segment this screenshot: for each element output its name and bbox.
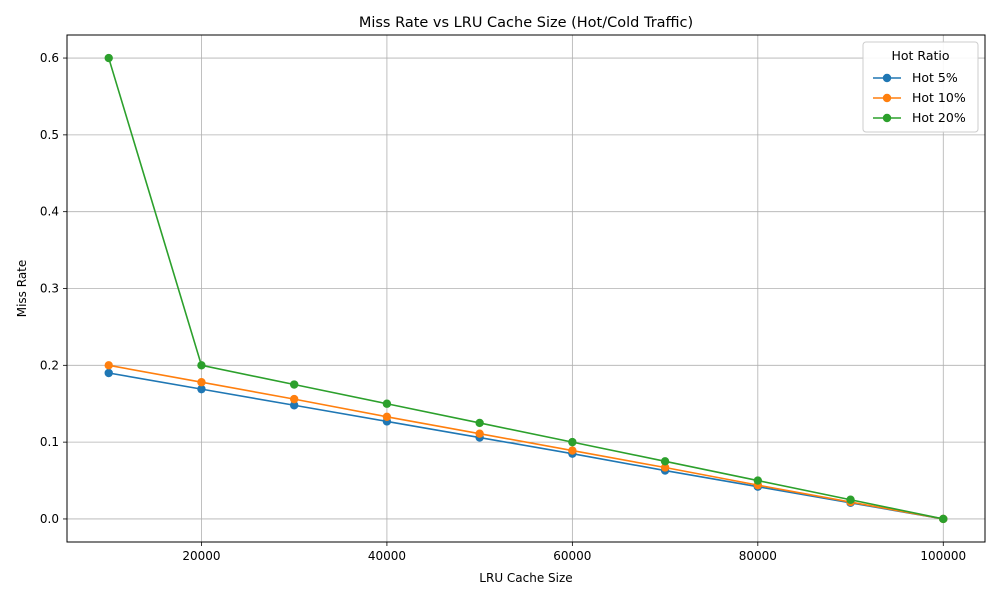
data-point <box>104 53 113 63</box>
data-point <box>568 437 577 447</box>
legend-item: Hot 10% <box>873 90 966 105</box>
y-tick-label: 0.5 <box>40 128 59 142</box>
legend-label: Hot 10% <box>912 90 966 105</box>
data-point <box>289 401 299 410</box>
data-point <box>660 463 670 472</box>
data-point <box>846 495 855 504</box>
series-1 <box>104 368 948 524</box>
legend-item: Hot 5% <box>873 70 958 85</box>
series-line <box>107 57 944 520</box>
y-tick-label: 0.2 <box>40 358 59 372</box>
legend-label: Hot 5% <box>912 70 958 85</box>
x-tick-label: 60000 <box>553 549 591 563</box>
chart-title: Miss Rate vs LRU Cache Size (Hot/Cold Tr… <box>359 15 693 31</box>
data-point <box>104 368 113 378</box>
data-point <box>568 446 577 455</box>
legend-swatch-marker <box>882 93 892 103</box>
y-tick-label: 0.4 <box>40 205 59 219</box>
y-tick-label: 0.6 <box>40 51 59 65</box>
data-point <box>660 457 670 466</box>
x-tick-label: 40000 <box>368 549 406 563</box>
legend-title: Hot Ratio <box>891 48 949 63</box>
data-point <box>475 418 484 428</box>
data-point <box>289 394 299 404</box>
legend-swatch-marker <box>882 73 892 83</box>
data-point <box>382 399 392 408</box>
y-axis-label: Miss Rate <box>15 260 29 318</box>
data-point <box>197 361 206 370</box>
data-point <box>104 361 113 370</box>
y-tick-label: 0.0 <box>40 512 59 526</box>
series-lines <box>104 53 948 524</box>
data-point <box>197 378 206 387</box>
data-point <box>939 514 948 524</box>
data-point <box>197 384 206 394</box>
x-axis-label: LRU Cache Size <box>479 571 572 585</box>
x-tick-label: 100000 <box>920 549 966 563</box>
grid <box>67 35 985 542</box>
legend-item: Hot 20% <box>873 110 966 125</box>
data-point <box>475 429 484 438</box>
legend-label: Hot 20% <box>912 110 966 125</box>
legend-swatch-marker <box>882 113 892 123</box>
axis-ticks: 20000 40000 60000 80000 100000 0.0 0.1 0.2 0.3 0.… <box>40 51 966 563</box>
data-point <box>289 380 299 389</box>
series-line <box>108 372 944 520</box>
series-3 <box>104 53 948 524</box>
series-line <box>108 364 944 520</box>
legend-box <box>862 41 979 133</box>
data-point <box>753 476 763 485</box>
legend: Hot Ratio Hot 5% Hot 10% Hot 20% <box>862 41 979 133</box>
x-tick-label: 20000 <box>182 549 220 563</box>
data-point <box>382 412 392 421</box>
y-tick-label: 0.3 <box>40 282 59 296</box>
x-tick-label: 80000 <box>739 549 777 563</box>
y-tick-label: 0.1 <box>40 435 59 449</box>
